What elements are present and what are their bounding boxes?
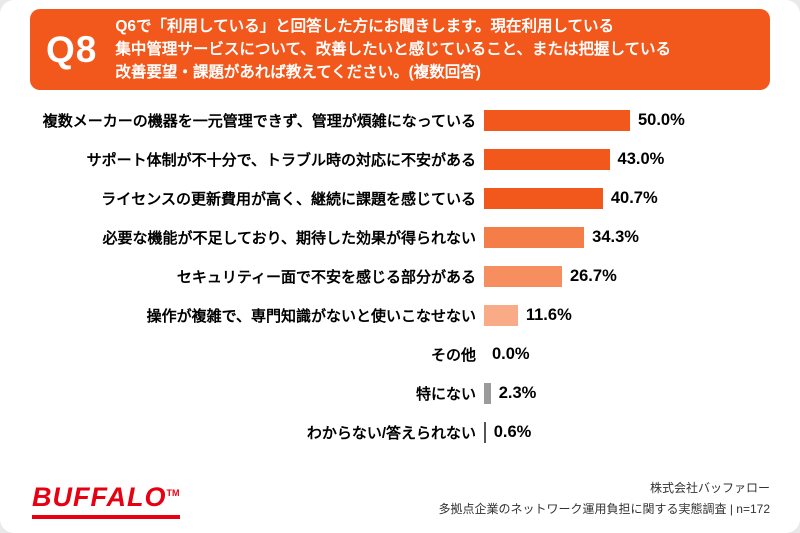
bar-value: 0.0% <box>492 345 530 363</box>
bar-zone: 43.0% <box>484 149 664 170</box>
bar-label: サポート体制が不十分で、トラブル時の対応に不安がある <box>86 152 476 169</box>
chart-rows: 複数メーカーの機器を一元管理できず、管理が煩雑になっている 50.0% サポート体制… <box>0 101 800 452</box>
bar-label: 必要な機能が不足しており、期待した効果が得られない <box>102 230 476 247</box>
bar-value: 11.6% <box>525 306 572 324</box>
company-name: 株式会社バッファロー <box>649 481 770 496</box>
bar-zone: 40.7% <box>484 188 658 209</box>
bar-label: わからない/答えられない <box>306 425 476 442</box>
chart-row: 操作が複雑で、専門知識がないと使いこなせない 11.6% <box>0 296 800 335</box>
bar <box>484 422 486 443</box>
chart-row: 複数メーカーの機器を一元管理できず、管理が煩雑になっている 50.0% <box>0 101 800 140</box>
chart-row: その他 0.0% <box>0 335 800 374</box>
bar-zone: 2.3% <box>484 383 536 404</box>
bar <box>484 188 603 209</box>
bar <box>484 149 610 170</box>
bar-value: 40.7% <box>610 189 658 207</box>
bar-zone: 0.6% <box>484 422 531 443</box>
question-number: Q8 <box>46 28 98 70</box>
bar <box>484 110 630 131</box>
bar-chart: 複数メーカーの機器を一元管理できず、管理が煩雑になっている 50.0% サポート体制… <box>0 101 800 452</box>
chart-row: セキュリティー面で不安を感じる部分がある 26.7% <box>0 257 800 296</box>
bar-zone: 26.7% <box>484 266 617 287</box>
bar-label: その他 <box>430 347 476 364</box>
buffalo-logo: BUFFALOTM <box>32 482 180 519</box>
bar-value: 43.0% <box>617 150 665 168</box>
chart-row: わからない/答えられない 0.6% <box>0 413 800 452</box>
bar <box>484 266 562 287</box>
logo-trademark: TM <box>166 488 180 499</box>
bar-label: ライセンスの更新費用が高く、継続に課題を感じている <box>101 191 476 208</box>
bar <box>484 227 585 248</box>
chart-row: ライセンスの更新費用が高く、継続に課題を感じている 40.7% <box>0 179 800 218</box>
bar-zone: 11.6% <box>484 305 572 326</box>
bar-label: 特にない <box>415 386 476 403</box>
bar-value: 0.6% <box>493 423 532 441</box>
question-header: Q8 Q6で「利用している」と回答した方にお聞きします。現在利用している 集中管… <box>30 9 770 90</box>
chart-row: サポート体制が不十分で、トラブル時の対応に不安がある 43.0% <box>0 140 800 179</box>
footer: BUFFALOTM 株式会社バッファロー 多拠点企業のネットワーク運用負担に関す… <box>32 478 770 519</box>
question-line-2: 集中管理サービスについて、改善したいと感じていること、または把握している <box>115 40 672 58</box>
bar-value: 26.7% <box>569 267 617 285</box>
chart-row: 特にない 2.3% <box>0 374 800 413</box>
question-line-1: Q6で「利用している」と回答した方にお聞きします。現在利用している <box>115 17 615 35</box>
question-text: Q6で「利用している」と回答した方にお聞きします。現在利用している 集中管理サー… <box>115 15 671 85</box>
bar-label: セキュリティー面で不安を感じる部分がある <box>176 269 476 286</box>
bar-zone: 0.0% <box>484 345 530 364</box>
credits: 株式会社バッファロー 多拠点企業のネットワーク運用負担に関する実態調査 | n=… <box>439 478 771 519</box>
bar-label: 複数メーカーの機器を一元管理できず、管理が煩雑になっている <box>42 113 476 130</box>
question-line-3: 改善要望・課題があれば教えてください。(複数回答) <box>115 64 481 82</box>
bar-zone: 34.3% <box>484 227 639 248</box>
bar-value: 34.3% <box>592 228 639 246</box>
bar-zone: 50.0% <box>484 110 685 131</box>
bar-value: 50.0% <box>638 111 685 129</box>
chart-row: 必要な機能が不足しており、期待した効果が得られない 34.3% <box>0 218 800 257</box>
survey-name: 多拠点企業のネットワーク運用負担に関する実態調査 | n=172 <box>438 501 771 516</box>
bar-label: 操作が複雑で、専門知識がないと使いこなせない <box>146 308 476 325</box>
bar <box>484 305 518 326</box>
bar-value: 2.3% <box>498 384 537 402</box>
bar <box>484 383 491 404</box>
logo-text: BUFFALO <box>32 482 167 513</box>
